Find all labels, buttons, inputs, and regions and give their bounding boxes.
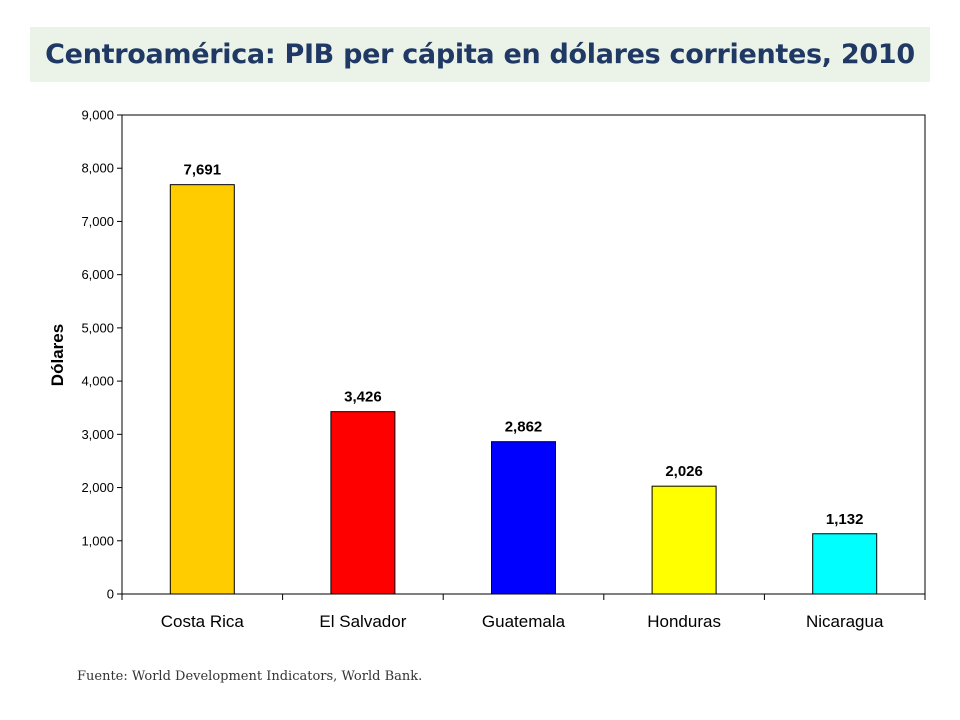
y-tick-label: 9,000 [81,108,114,123]
x-tick-label: Costa Rica [161,612,245,631]
slide-title: Centroamérica: PIB per cápita en dólares… [45,39,915,70]
y-tick-label: 5,000 [81,320,114,335]
bar-guatemala [491,441,556,595]
y-tick-label: 1,000 [81,533,114,548]
y-tick-label: 2,000 [81,480,114,495]
y-tick-label: 6,000 [81,267,114,282]
data-label: 7,691 [184,162,222,179]
y-axis-label: Dólares [48,324,67,386]
x-tick-label: Guatemala [482,612,566,631]
y-axis-ticks: 0 1,000 2,000 3,000 4,000 5,000 6,000 7,000 8,00… [81,108,122,602]
data-label: 1,132 [826,511,864,528]
y-tick-label: 0 [107,587,114,602]
x-tick-label: Nicaragua [806,612,884,631]
bars: 7,691 3,426 2,862 2,026 1,132 [169,162,878,595]
bar-el-salvador [330,411,396,595]
y-tick-label: 8,000 [81,161,114,176]
bar-costa-rica [169,184,235,595]
source-note: Fuente: World Development Indicators, Wo… [77,669,423,684]
bar-honduras [651,485,717,595]
x-tick-label: Honduras [647,612,721,631]
y-tick-label: 4,000 [81,374,114,389]
x-axis-ticks: Costa Rica El Salvador Guatemala Honduras Ni… [121,594,926,631]
y-tick-label: 7,000 [81,214,114,229]
x-tick-label: El Salvador [319,612,406,631]
y-tick-label: 3,000 [81,427,114,442]
data-label: 2,026 [665,463,703,480]
bar-nicaragua [812,533,878,595]
data-label: 3,426 [344,389,382,406]
title-band: Centroamérica: PIB per cápita en dólares… [30,27,930,82]
data-label: 2,862 [505,419,543,436]
